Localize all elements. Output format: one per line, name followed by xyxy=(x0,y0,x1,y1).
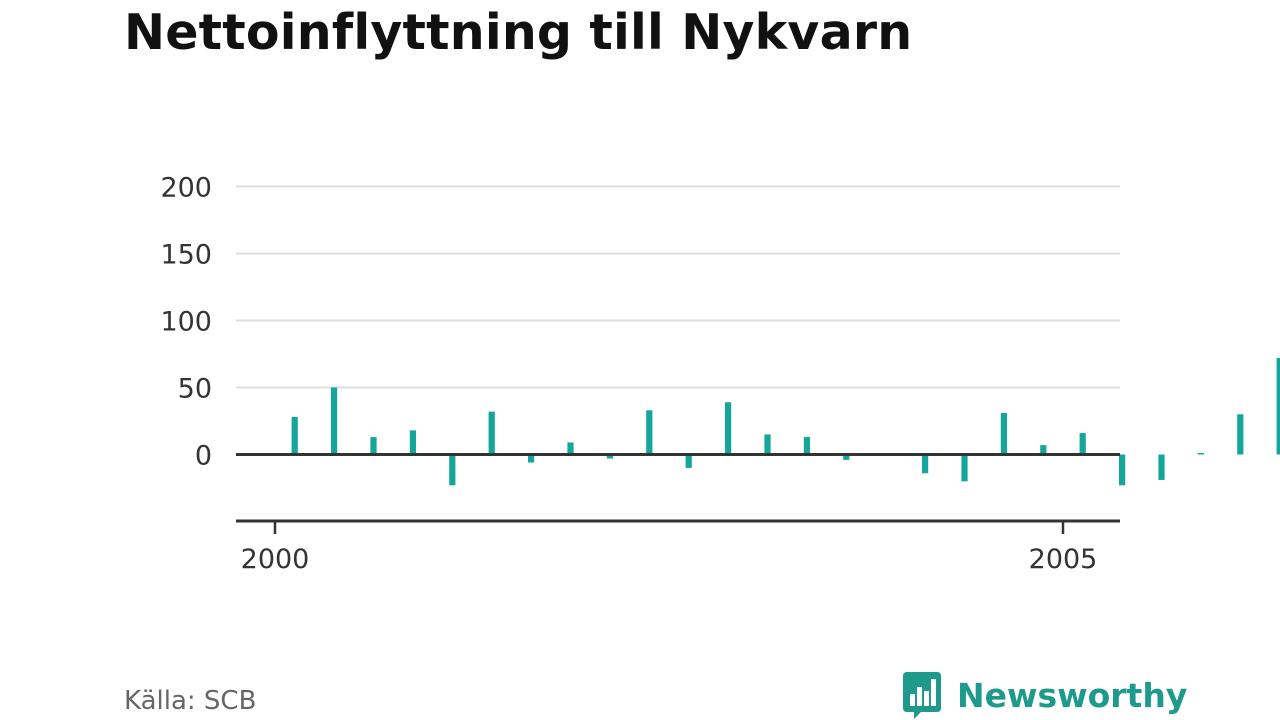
bar xyxy=(488,411,495,455)
bar xyxy=(1197,453,1204,455)
bar xyxy=(725,402,732,455)
y-axis-tick-labels: 0 50 100 150 200 xyxy=(160,173,212,472)
bar xyxy=(567,442,574,455)
bar xyxy=(1040,445,1047,455)
bar xyxy=(1158,454,1165,480)
bar xyxy=(331,387,338,455)
bar xyxy=(528,454,535,463)
bar xyxy=(370,437,377,455)
bar xyxy=(922,454,929,474)
y-gridlines xyxy=(236,185,1120,389)
bar xyxy=(409,430,416,455)
y-tick-label: 100 xyxy=(160,307,212,338)
y-tick-label: 50 xyxy=(178,374,212,405)
bar xyxy=(606,454,613,459)
bar xyxy=(1237,414,1244,455)
bar xyxy=(1119,454,1126,486)
source-note: Källa: SCB xyxy=(124,686,257,716)
axes xyxy=(236,453,1120,534)
y-tick-label: 150 xyxy=(160,240,212,271)
brand-name: Newsworthy xyxy=(957,675,1188,715)
bar-chart-speech-bubble-icon xyxy=(903,672,941,719)
bar xyxy=(961,454,968,482)
bar xyxy=(1276,358,1280,455)
x-tick-label: 2000 xyxy=(241,544,310,575)
bar xyxy=(1079,433,1086,455)
bar xyxy=(685,454,692,468)
bar xyxy=(646,410,653,455)
bar xyxy=(843,454,850,460)
x-tick-label: 2005 xyxy=(1029,544,1098,575)
y-tick-label: 0 xyxy=(195,441,212,472)
bar-series xyxy=(291,358,1280,486)
y-tick-label: 200 xyxy=(160,173,212,204)
brand-logo: Newsworthy xyxy=(901,670,1187,720)
bar xyxy=(449,454,456,486)
bar xyxy=(1000,412,1007,455)
bar xyxy=(764,434,771,455)
bar xyxy=(291,416,298,455)
bar xyxy=(803,437,810,455)
chart-title: Nettoinflyttning till Nykvarn xyxy=(124,4,913,61)
x-axis-tick-labels: 200020052010201520202025 xyxy=(241,544,1098,575)
